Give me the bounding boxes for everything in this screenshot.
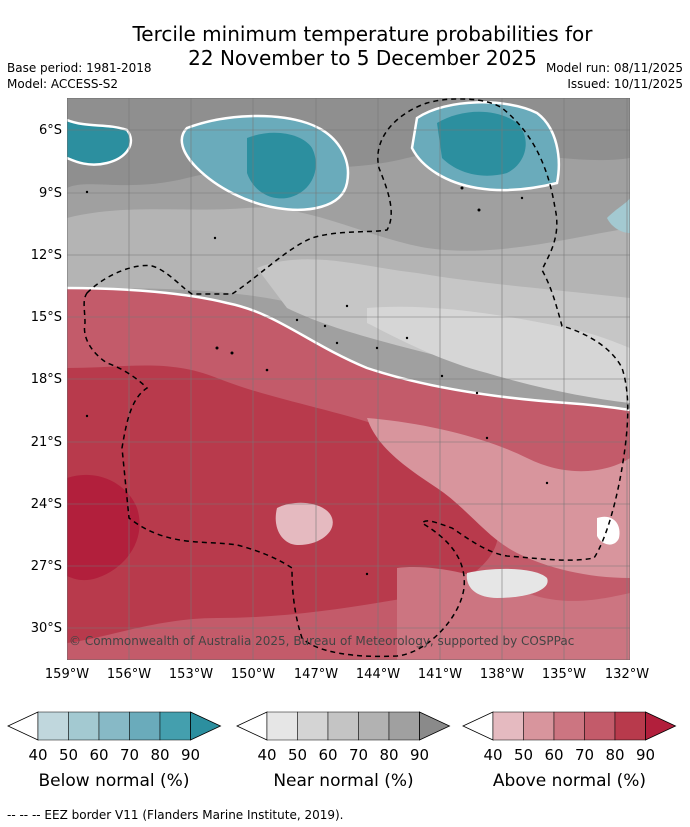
below-normal-title: Below normal (%) [38,771,190,791]
above-colorbar-segment [492,711,524,741]
above-normal-south-band [397,567,630,660]
below-legend-tick: 70 [119,746,140,764]
below-colorbar-segment [37,711,69,741]
lon-label: 144°W [355,667,401,682]
lon-label: 150°W [230,667,276,682]
lat-label: 21°S [30,435,62,450]
above-normal-colorbar [462,711,677,741]
copyright-notice: © Commonwealth of Australia 2025, Bureau… [69,634,575,648]
lat-label: 30°S [30,621,62,636]
lat-label: 24°S [30,497,62,512]
lat-label: 15°S [30,310,62,325]
model-run: Model run: 08/11/2025 [545,61,683,75]
near-colorbar-segment [327,711,359,741]
below-normal-colorbar [7,711,222,741]
above-colorbar-segment [553,711,585,741]
near-legend-tick: 60 [318,746,338,764]
above-colorbar-segment [584,711,616,741]
below-colorbar-segment [129,711,161,741]
title-line-1: Tercile minimum temperature probabilitie… [132,22,593,46]
above-legend-tick: 90 [635,746,656,764]
near-normal-colorbar [236,711,451,741]
islands [85,186,549,576]
below-normal-patch-west [67,120,131,165]
lat-label: 27°S [30,559,62,574]
below-legend-tick: 80 [150,746,170,764]
model-name: Model: ACCESS-S2 [7,77,119,91]
above-legend-tick: 70 [574,746,595,764]
lon-label: 138°W [479,667,525,682]
below-colorbar-segment [68,711,100,741]
above-colorbar-segment [614,711,646,741]
near-legend-tick: 80 [379,746,399,764]
above-legend-tick: 40 [483,746,503,764]
near-normal-south-patch [466,568,548,598]
above-normal-peak-west [67,474,140,581]
legend-colorbars [7,711,677,741]
near-normal-title: Near normal (%) [273,771,414,791]
above-colorbar-extend-high [645,711,677,741]
base-period: Base period: 1981-2018 [7,61,152,75]
below-boundary-west [67,118,133,166]
near-legend-tick: 50 [287,746,308,764]
below-colorbar-extend-high [190,711,222,741]
meta-right: Model run: 08/11/2025 Issued: 10/11/2025 [546,60,683,92]
lon-label: 159°W [44,667,90,682]
below-colorbar-extend-low [7,711,39,741]
above-legend-tick: 80 [605,746,625,764]
near-legend-tick: 70 [348,746,369,764]
near-legend-tick: 40 [257,746,277,764]
probability-map [67,98,630,660]
below-normal-core-central [247,132,316,199]
below-legend-tick: 90 [180,746,201,764]
near-legend-tick: 90 [409,746,430,764]
lat-label: 6°S [38,123,62,138]
lon-label: 156°W [106,667,152,682]
above-legend-tick: 60 [544,746,564,764]
below-normal-patch-edge [607,198,630,233]
lat-label: 12°S [30,248,62,263]
eez-border [83,98,629,658]
above-colorbar-segment [523,711,555,741]
eez-footnote: -- -- -- EEZ border V11 (Flanders Marine… [7,808,344,822]
title-line-2: 22 November to 5 December 2025 [188,46,537,70]
lon-label: 153°W [168,667,214,682]
above-normal-title: Above normal (%) [492,771,647,791]
below-colorbar-segment [159,711,191,741]
near-colorbar-extend-high [419,711,451,741]
near-colorbar-segment [358,711,390,741]
category-boundary [67,286,630,412]
above-legend-tick: 50 [513,746,534,764]
meta-left: Base period: 1981-2018 Model: ACCESS-S2 [7,60,152,92]
near-colorbar-segment [388,711,420,741]
lat-label: 18°S [30,372,62,387]
lon-label: 132°W [604,667,650,682]
above-colorbar-extend-low [462,711,494,741]
lon-label: 141°W [417,667,463,682]
below-boundary-central [180,114,350,211]
below-colorbar-segment [98,711,130,741]
graticule [67,98,630,660]
below-legend-tick: 60 [89,746,109,764]
lon-label: 135°W [541,667,587,682]
map-title: Tercile minimum temperature probabilitie… [0,22,690,70]
below-normal-core-east [437,111,526,176]
lat-label: 9°S [38,186,62,201]
near-colorbar-segment [297,711,329,741]
above-normal-light-patch [275,502,333,546]
near-colorbar-extend-low [236,711,268,741]
near-colorbar-segment [266,711,298,741]
white-patch-east [597,516,620,545]
lon-label: 147°W [293,667,339,682]
issued-date: Issued: 10/11/2025 [567,77,683,91]
below-legend-tick: 50 [58,746,79,764]
below-legend-tick: 40 [28,746,48,764]
